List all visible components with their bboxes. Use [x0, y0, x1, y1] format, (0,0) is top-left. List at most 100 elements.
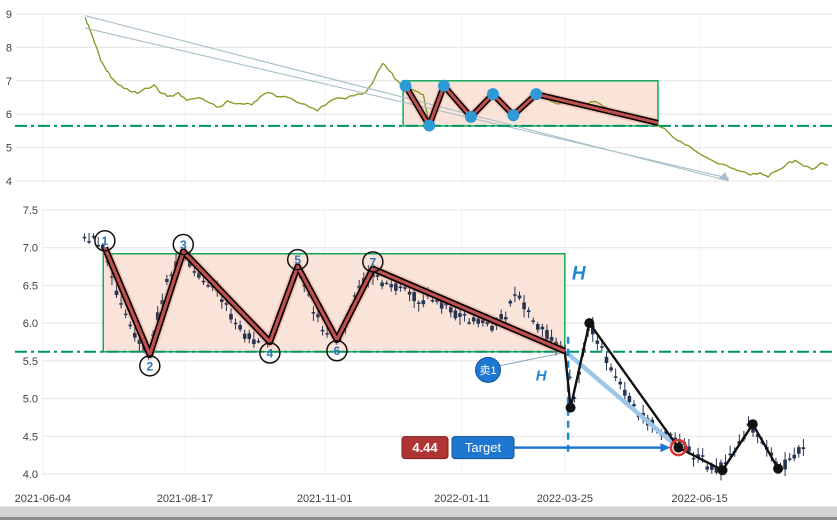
swing-dot [584, 318, 594, 328]
candle-body [412, 292, 416, 301]
y-axis-label: 4.5 [23, 431, 38, 443]
candle-body [522, 302, 526, 309]
y-axis-label: 8 [6, 42, 12, 54]
pivot-dot [487, 88, 499, 100]
y-axis-label: 5.5 [23, 356, 38, 368]
candle-body [380, 283, 384, 287]
wave-number: 4 [267, 347, 274, 361]
candle-body [458, 313, 462, 317]
candle-body [701, 455, 705, 457]
y-axis-label: 5 [6, 143, 12, 155]
candle-body [513, 294, 517, 296]
wave-number: 7 [370, 255, 377, 269]
candle-body [596, 341, 600, 344]
wave-number: 5 [294, 253, 301, 267]
stock-analysis-window: 9 8 7 6 5 4 7.5 7.0 6.5 6.0 5.5 5.0 4.5 4.0 1 2 3 4 5 6 7 4.4… [0, 0, 837, 520]
y-axis-label: 6.0 [23, 318, 38, 330]
target-arrowhead-icon [660, 443, 670, 452]
candle-body [463, 314, 467, 316]
candle-body [518, 295, 522, 298]
swing-dot [566, 403, 576, 413]
candle-body [792, 455, 796, 459]
candle-body [312, 312, 316, 314]
h-upper-label: H [572, 263, 587, 284]
candle-body [321, 330, 325, 332]
candle-body [687, 446, 691, 451]
candle-body [234, 323, 238, 325]
y-axis-label: 4 [6, 176, 12, 188]
candle-body [802, 447, 806, 449]
candle-body [119, 303, 123, 305]
candle-body [257, 341, 261, 343]
x-axis-label: 2022-06-15 [672, 493, 728, 505]
pivot-dot [423, 120, 435, 132]
h-lower-label: H [536, 367, 548, 384]
y-axis-label: 4.0 [23, 469, 38, 481]
projection-sky-line [566, 352, 679, 448]
x-axis-label: 2022-03-25 [537, 493, 593, 505]
sell-leader-line [499, 353, 560, 366]
candle-body [454, 310, 458, 318]
candle-body [797, 447, 801, 454]
y-axis-label: 6.5 [23, 280, 38, 292]
y-axis-label: 7 [6, 76, 12, 88]
candle-body [87, 241, 91, 243]
main-panel: 7.57.06.56.05.55.04.54.012345674.44Targe… [15, 205, 832, 481]
pivot-dot [465, 111, 477, 123]
candle-body [229, 314, 233, 320]
candle-body [490, 326, 494, 331]
candle-body [417, 302, 421, 304]
y-axis-label: 6 [6, 109, 12, 121]
candle-body [467, 322, 471, 324]
candle-body [600, 346, 604, 348]
candle-body [128, 325, 132, 327]
sell-signal-text: 卖1 [479, 364, 496, 377]
candle-body [389, 284, 393, 287]
target-price-text: 4.44 [412, 440, 438, 455]
candle-body [705, 466, 709, 469]
candle-body [504, 317, 508, 319]
candle-body [238, 325, 242, 330]
wave-number: 1 [102, 234, 109, 248]
candle-body [165, 279, 169, 282]
stock-chart-canvas: 9 8 7 6 5 4 7.5 7.0 6.5 6.0 5.5 5.0 4.5 4.0 1 2 3 4 5 6 7 4.4… [0, 0, 837, 506]
pivot-dot [507, 109, 519, 121]
candle-body [531, 320, 535, 322]
pivot-dot [530, 88, 542, 100]
x-axis-label: 2021-11-01 [297, 493, 352, 505]
candle-body [609, 367, 613, 370]
x-axis-label: 2021-08-17 [157, 493, 213, 505]
candle-body [422, 300, 426, 304]
candle-body [83, 237, 87, 239]
candle-body [692, 458, 696, 460]
wave-number: 6 [334, 344, 341, 358]
swing-dot [718, 465, 728, 475]
wave-number: 2 [146, 359, 153, 373]
wave-number: 3 [180, 238, 187, 252]
x-axis-label: 2021-06-04 [15, 493, 71, 505]
candle-body [614, 376, 618, 378]
y-axis-label: 5.0 [23, 394, 38, 406]
swing-dot [773, 464, 783, 474]
swing-dot [748, 419, 758, 429]
candle-body [623, 390, 627, 396]
candle-body [252, 339, 256, 344]
candle-body [243, 334, 247, 339]
candle-body [618, 382, 622, 385]
candle-body [541, 327, 545, 330]
candle-body [399, 287, 403, 289]
candle-body [536, 324, 540, 330]
candle-body [124, 314, 128, 316]
candle-body [248, 333, 252, 339]
pivot-dot [438, 80, 450, 92]
overview-panel: 9 8 7 6 5 4 [6, 9, 832, 188]
candle-body [385, 283, 389, 285]
y-axis-label: 7.5 [23, 205, 38, 217]
y-axis-label: 9 [6, 9, 12, 21]
horizontal-scrollbar[interactable] [0, 506, 837, 520]
candle-body [527, 310, 531, 312]
candle-body [783, 460, 787, 470]
swing-dot [673, 443, 683, 453]
candle-body [509, 301, 513, 304]
y-axis-label: 7.0 [23, 243, 38, 255]
